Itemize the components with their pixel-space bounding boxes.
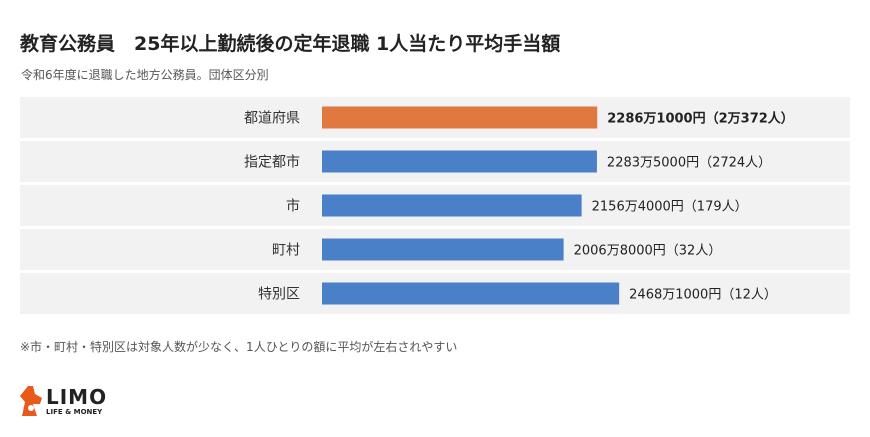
bar: [322, 194, 582, 217]
value-label: 2006万8000円（32人）: [574, 244, 722, 259]
bar: [322, 106, 598, 129]
logo-text: LIMO: [46, 385, 108, 409]
value-label: 2468万1000円（12人）: [629, 288, 777, 303]
chart-subtitle: 令和6年度に退職した地方公務員。団体区分別: [21, 68, 269, 82]
category-label: 市: [286, 198, 300, 215]
footnote: ※市・町村・特別区は対象人数が少なく、1人ひとりの額に平均が左右されやすい: [20, 340, 458, 354]
logo-mark-icon: [20, 386, 42, 416]
value-label: 2283万5000円（2724人）: [607, 156, 771, 171]
chart-title: 教育公務員 25年以上勤続後の定年退職 1人当たり平均手当額: [20, 33, 561, 55]
category-label: 指定都市: [244, 154, 300, 171]
limo-logo: LIMO LIFE & MONEY: [18, 384, 128, 420]
value-label: 2156万4000円（179人）: [592, 200, 748, 215]
bar: [322, 150, 597, 173]
category-label: 特別区: [258, 287, 300, 303]
value-label: 2286万1000円（2万372人）: [607, 111, 794, 127]
logo-subtext: LIFE & MONEY: [46, 408, 103, 416]
category-label: 都道府県: [244, 111, 300, 127]
bar: [322, 238, 564, 261]
bar: [322, 282, 620, 305]
category-label: 町村: [272, 243, 300, 259]
